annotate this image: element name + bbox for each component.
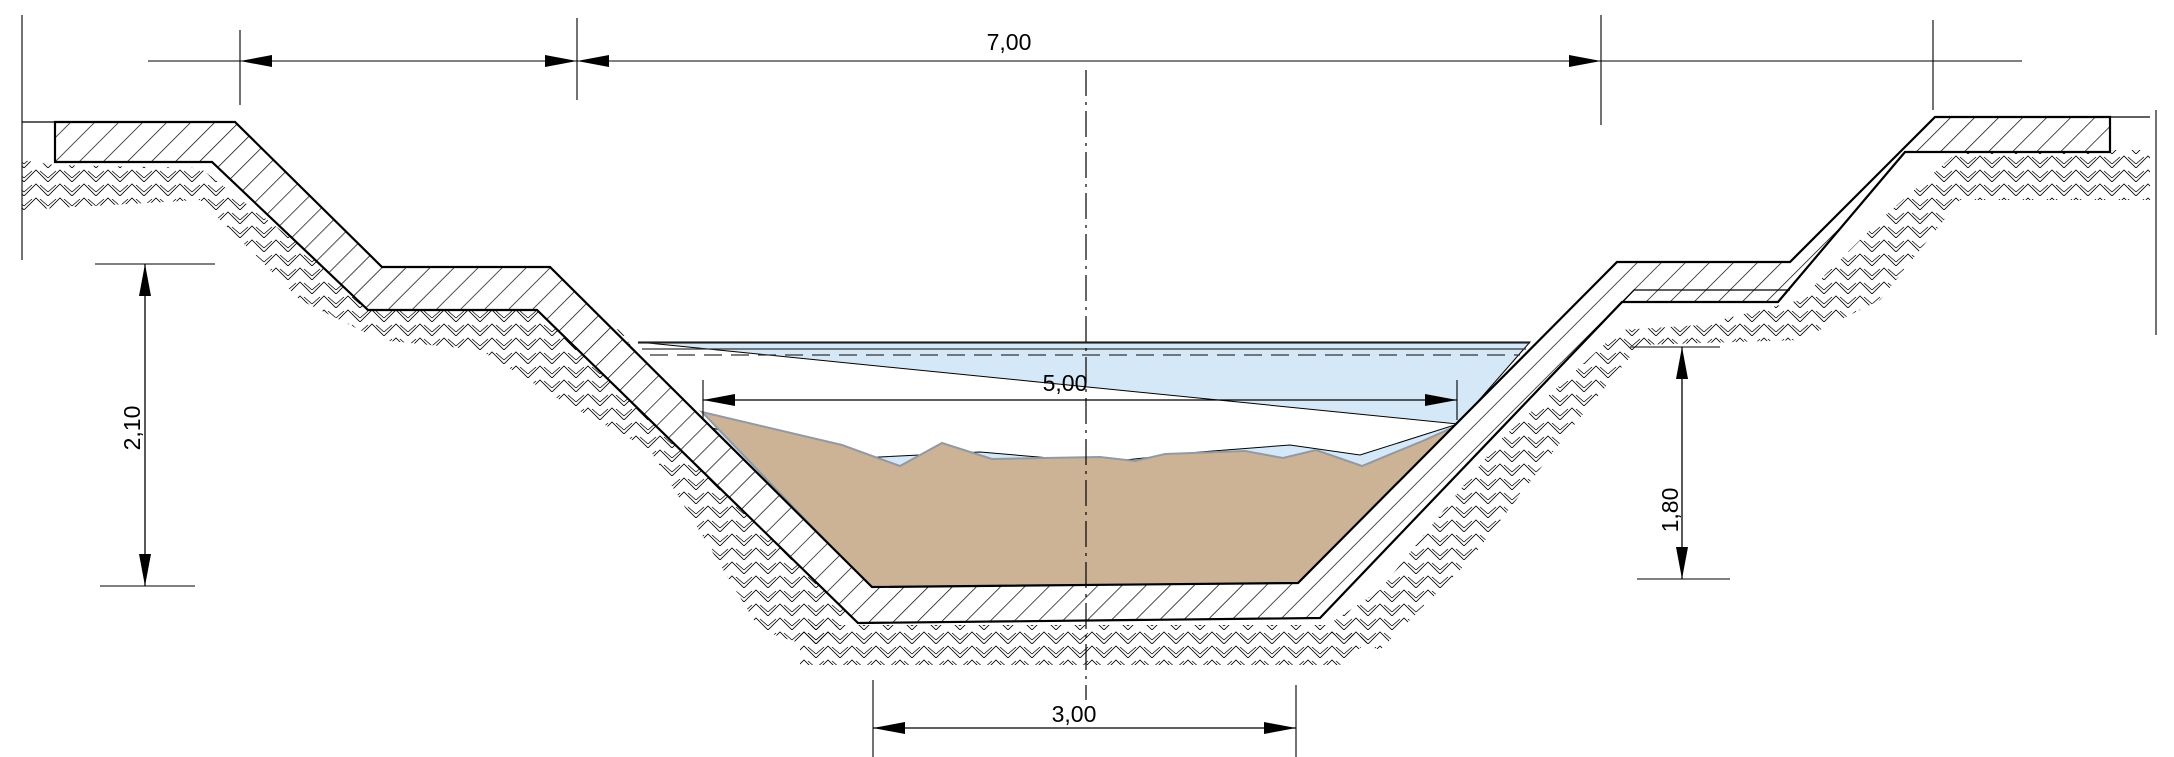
soil-bottom [800, 625, 1370, 665]
extension-lines [21, 15, 2157, 757]
arrow-top-4 [1569, 55, 1601, 67]
soil-hatching [22, 150, 2150, 665]
lining-edge-right [2109, 116, 2150, 152]
lining-edge-left [22, 121, 56, 162]
dim-label-right-height: 1,80 [1657, 488, 1683, 533]
dim-label-water-width: 5,00 [1043, 370, 1088, 396]
lining-inner-right-bank [1319, 289, 1790, 619]
arrow-right-height-bottom [1676, 547, 1688, 579]
dimension-arrows [139, 55, 1688, 734]
water-level-marks [638, 342, 1530, 356]
arrow-bottom-right [1264, 722, 1296, 734]
soil-left-bank [22, 160, 850, 650]
arrow-top-2 [545, 55, 577, 67]
arrow-right-height-top [1676, 347, 1688, 379]
arrow-bottom-left [873, 722, 905, 734]
arrow-left-height-top [139, 264, 151, 296]
dim-label-top-width: 7,00 [987, 29, 1032, 55]
arrow-top-3 [577, 55, 609, 67]
arrow-water-right [1425, 394, 1457, 406]
dim-label-left-height: 2,10 [119, 406, 145, 451]
dim-label-bottom-width: 3,00 [1052, 701, 1097, 727]
arrow-water-left [703, 394, 735, 406]
soil-right-bank [1320, 150, 2150, 650]
arrow-top-1 [240, 55, 272, 67]
arrow-left-height-bottom [139, 554, 151, 586]
